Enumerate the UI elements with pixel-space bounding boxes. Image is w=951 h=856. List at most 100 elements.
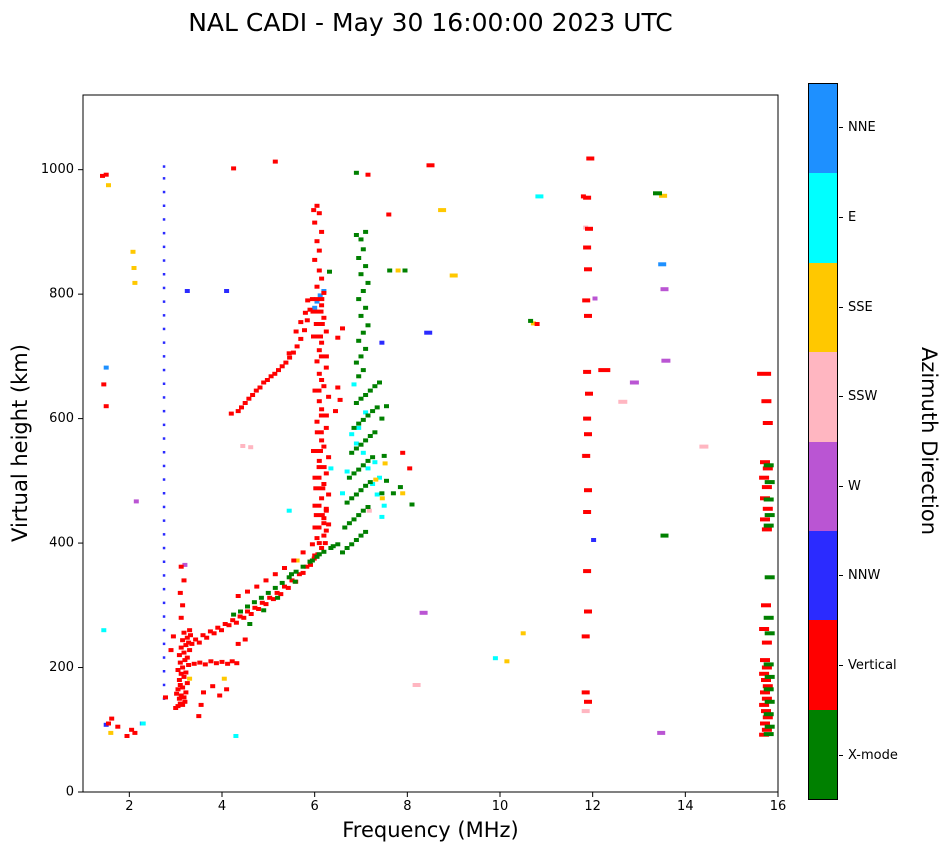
scatter-point [278, 592, 284, 597]
scatter-point [312, 305, 318, 310]
scatter-point [335, 542, 341, 547]
scatter-point [234, 661, 240, 666]
scatter-point [162, 204, 166, 207]
scatter-point [438, 208, 447, 213]
scatter-point [333, 409, 338, 414]
scatter-point [312, 475, 322, 480]
scatter-point [373, 477, 379, 482]
scatter-point [321, 549, 327, 554]
scatter-point [235, 641, 241, 646]
scatter-point [353, 401, 359, 405]
scatter-point [528, 318, 534, 323]
scatter-point [335, 335, 341, 340]
scatter-point [358, 396, 364, 401]
scatter-point [377, 475, 382, 480]
scatter-point [316, 541, 322, 546]
scatter-point [215, 625, 221, 630]
scatter-point [327, 269, 332, 274]
scatter-point [360, 368, 366, 373]
scatter-point [381, 453, 387, 458]
scatter-point [762, 684, 773, 689]
scatter-point [241, 615, 247, 620]
scatter-point [229, 659, 235, 664]
scatter-point [764, 674, 775, 679]
scatter-point [162, 341, 166, 344]
colorbar [808, 83, 838, 800]
scatter-point [245, 604, 250, 609]
scatter-point [298, 336, 304, 341]
scatter-point [319, 303, 325, 308]
scatter-point [263, 602, 269, 607]
scatter-point [374, 492, 380, 497]
scatter-point [294, 558, 300, 563]
scatter-point [353, 170, 359, 175]
scatter-point [265, 590, 271, 595]
scatter-point [763, 712, 774, 717]
scatter-point [353, 360, 359, 365]
scatter-point [426, 163, 435, 168]
scatter-point [326, 522, 332, 527]
scatter-point [344, 469, 350, 474]
scatter-point [133, 499, 139, 504]
scatter-point [360, 289, 366, 293]
scatter-point [193, 637, 199, 642]
scatter-point [204, 635, 210, 640]
scatter-point [757, 371, 772, 376]
scatter-point [213, 661, 219, 666]
scatter-point [182, 699, 188, 704]
scatter-point [298, 320, 304, 325]
scatter-point [760, 460, 770, 465]
scatter-point [231, 612, 237, 617]
scatter-point [659, 193, 668, 198]
scatter-point [162, 273, 166, 276]
scatter-point [314, 536, 320, 541]
scatter-point [584, 609, 592, 614]
scatter-point [340, 326, 345, 331]
scatter-point [360, 450, 366, 455]
scatter-point [240, 444, 246, 448]
scatter-point [250, 393, 256, 397]
scatter-point [230, 618, 236, 623]
scatter-point [310, 309, 324, 314]
scatter-point [261, 608, 267, 613]
scatter-point [162, 546, 166, 550]
scatter-point [583, 245, 592, 250]
scatter-point [360, 330, 366, 335]
scatter-point [761, 640, 772, 645]
scatter-point [761, 527, 772, 532]
scatter-point [183, 690, 189, 695]
scatter-point [379, 340, 385, 345]
scatter-point [660, 533, 669, 538]
scatter-point [272, 572, 278, 577]
colorbar-band-ssw [809, 352, 837, 442]
scatter-point [492, 656, 498, 661]
scatter-point [323, 329, 329, 334]
scatter-point [162, 177, 166, 180]
scatter-point [181, 630, 187, 635]
scatter-point [279, 364, 285, 369]
scatter-point [379, 416, 385, 421]
scatter-point [162, 451, 166, 454]
scatter-point [291, 558, 297, 563]
scatter-point [382, 461, 388, 466]
scatter-point [360, 247, 366, 252]
scatter-point [337, 397, 343, 402]
x-tick-label: 4 [218, 799, 226, 814]
scatter-point [162, 464, 166, 468]
series-SSE [106, 183, 668, 735]
scatter-point [276, 368, 281, 373]
scatter-point [330, 544, 336, 549]
scatter-point [344, 500, 350, 505]
scatter-point [764, 724, 775, 729]
scatter-point [106, 183, 111, 188]
scatter-point [363, 529, 369, 534]
scatter-point [761, 709, 771, 714]
scatter-point [162, 478, 166, 481]
scatter-point [363, 305, 369, 310]
scatter-point [286, 351, 292, 356]
scatter-point [363, 229, 369, 234]
scatter-point [272, 371, 278, 376]
scatter-point [162, 587, 166, 591]
